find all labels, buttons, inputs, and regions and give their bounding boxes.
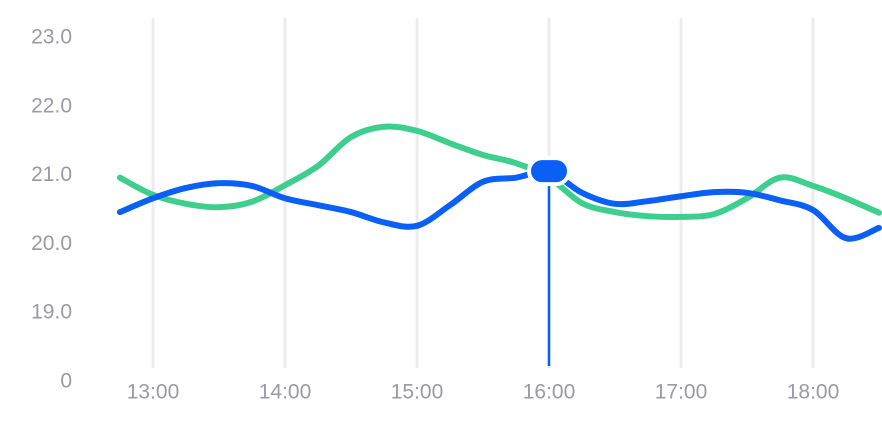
cursor-handle <box>527 156 571 187</box>
x-tick-label: 17:00 <box>655 381 708 404</box>
x-tick-label: 16:00 <box>523 381 576 404</box>
line-series <box>117 123 882 221</box>
y-tick-label: 22.0 <box>31 94 72 117</box>
y-tick-label: 21.0 <box>31 163 72 186</box>
x-tick-label: 15:00 <box>391 381 444 404</box>
y-tick-label: 23.0 <box>31 26 72 49</box>
x-tick-label: 14:00 <box>259 381 312 404</box>
line-series <box>117 168 882 242</box>
y-tick-label: 20.0 <box>31 232 72 255</box>
y-tick-label: 0 <box>60 370 72 393</box>
y-tick-label: 19.0 <box>31 301 72 324</box>
x-tick-label: 13:00 <box>127 381 180 404</box>
x-tick-label: 18:00 <box>787 381 840 404</box>
